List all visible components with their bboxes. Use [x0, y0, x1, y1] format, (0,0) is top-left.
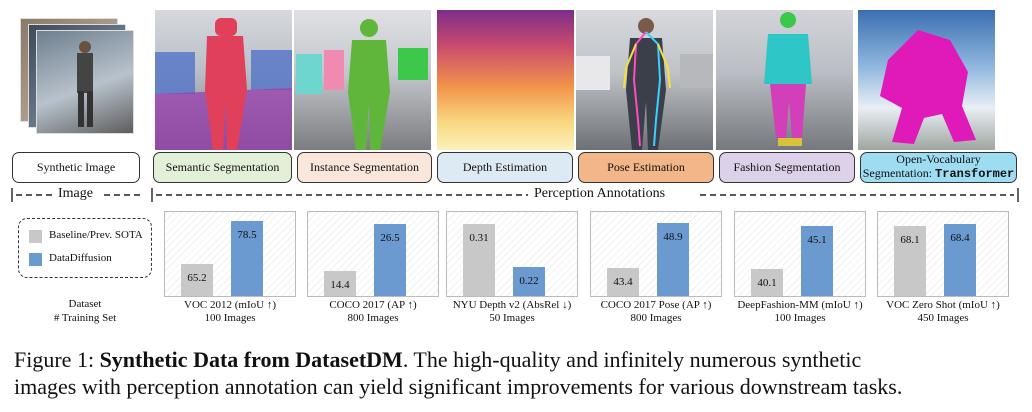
bar-datadiffusion [374, 223, 406, 296]
semantic-segmentation-image [155, 10, 292, 150]
task-label-instance-segmentation: Instance Segmentation [297, 152, 432, 183]
training-set-size: 100 Images [774, 312, 826, 324]
bar-value-label: 14.4 [330, 278, 350, 291]
dataset-label: Dataset [68, 298, 102, 310]
bar-datadiffusion [657, 223, 689, 296]
task-label-text: Pose Estimation [607, 159, 685, 174]
task-label-text: Depth Estimation [462, 159, 548, 174]
bar-value-label: 68.1 [900, 234, 920, 247]
pose-estimation-image [576, 10, 713, 150]
training-set-label: # Training Set [53, 312, 117, 324]
task-label-text: Open-Vocabulary [896, 152, 981, 167]
dataset-name: VOC 2012 (mIoU ↑) [184, 299, 276, 311]
legend-label-baseline: Baseline/Prev. SOTA [49, 229, 143, 241]
instance-segmentation-image [294, 10, 431, 150]
caption-text: . The high-quality and infinitely numero… [402, 347, 862, 372]
synthetic-image-stack [20, 18, 138, 136]
bar-baseline [894, 226, 926, 296]
section-image-label: Image [58, 186, 93, 201]
depth-estimation-image [437, 10, 574, 150]
training-set-size: 800 Images [630, 312, 682, 324]
fashion-segmentation-image [716, 10, 853, 150]
chart-dataset-label: COCO 2017 (AP ↑) 800 Images [293, 299, 453, 325]
chart-panel: 0.31 0.22 [446, 211, 578, 297]
bar-value-label: 43.4 [613, 276, 633, 289]
dataset-legend-labels: Dataset # Training Set [30, 297, 140, 325]
dataset-name: NYU Depth v2 (AbsRel ↓) [452, 299, 572, 311]
caption-prefix: Figure 1: [14, 347, 100, 372]
task-label-text: Synthetic Image [36, 159, 116, 174]
chart-panel: 65.2 78.5 [164, 211, 296, 297]
section-divider [11, 188, 1019, 202]
chart-dataset-label: VOC 2012 (mIoU ↑) 100 Images [150, 299, 310, 325]
bar-baseline [324, 270, 356, 296]
chart-panel: 14.4 26.5 [307, 211, 439, 297]
bar-baseline [607, 268, 639, 296]
dataset-name: VOC Zero Shot (mIoU ↑) [886, 299, 1000, 311]
chart-dataset-label: DeepFashion-MM (mIoU ↑) 100 Images [720, 299, 880, 325]
bar-datadiffusion [231, 221, 263, 296]
bar-value-label: 26.5 [380, 231, 400, 244]
task-label-fashion-segmentation: Fashion Segmentation [719, 152, 855, 183]
legend-label-datadiffusion: DataDiffusion [49, 252, 112, 264]
caption-text-line2: images with perception annotation can yi… [14, 374, 903, 399]
bar-baseline [181, 263, 213, 296]
caption-bold: Synthetic Data from DatasetDM [99, 347, 403, 372]
dataset-name: DeepFashion-MM (mIoU ↑) [737, 299, 863, 311]
bar-datadiffusion [944, 223, 976, 296]
chart-panel: 43.4 48.9 [590, 211, 722, 297]
bar-value-label: 68.4 [950, 231, 970, 244]
chart-panel: 40.1 45.1 [734, 211, 866, 297]
bar-value-label: 40.1 [757, 277, 777, 290]
training-set-size: 50 Images [489, 312, 535, 324]
section-perception-label: Perception Annotations [534, 186, 666, 201]
task-label-code: Transformer [935, 167, 1015, 181]
legend: Baseline/Prev. SOTA DataDiffusion [18, 218, 152, 278]
dataset-name: COCO 2017 Pose (AP ↑) [600, 299, 712, 311]
training-set-size: 800 Images [347, 312, 399, 324]
legend-swatch-datadiffusion [29, 253, 42, 266]
training-set-size: 100 Images [204, 312, 256, 324]
task-label-text: Instance Segmentation [310, 159, 419, 174]
chart-dataset-label: NYU Depth v2 (AbsRel ↓) 50 Images [432, 299, 592, 325]
bar-value-label: 0.31 [469, 232, 489, 245]
chart-panel: 68.1 68.4 [877, 211, 1009, 297]
bar-value-label: 78.5 [237, 229, 257, 242]
bar-baseline [463, 224, 495, 296]
bar-baseline [751, 269, 783, 296]
bar-datadiffusion [513, 267, 545, 296]
task-label-text: Semantic Segmentation [165, 159, 280, 174]
figure-caption: Figure 1: Synthetic Data from DatasetDM.… [14, 346, 1024, 400]
legend-swatch-baseline [29, 230, 42, 243]
person-figure-icon [77, 41, 93, 127]
task-label-synthetic-image: Synthetic Image [12, 152, 140, 183]
task-label-semantic-segmentation: Semantic Segmentation [153, 152, 292, 183]
task-label-pose-estimation: Pose Estimation [578, 152, 714, 183]
bar-value-label: 45.1 [807, 234, 827, 247]
bar-datadiffusion [801, 226, 833, 296]
chart-dataset-label: VOC Zero Shot (mIoU ↑) 450 Images [863, 299, 1023, 325]
task-label-text: Fashion Segmentation [733, 159, 841, 174]
dataset-name: COCO 2017 (AP ↑) [329, 299, 417, 311]
task-label-depth-estimation: Depth Estimation [437, 152, 573, 183]
stacked-image-card [36, 30, 134, 134]
task-label-text: Segmentation: [862, 166, 936, 180]
open-vocabulary-image [858, 10, 995, 150]
training-set-size: 450 Images [917, 312, 969, 324]
bar-value-label: 65.2 [187, 271, 207, 284]
bar-value-label: 48.9 [663, 231, 683, 244]
bar-value-label: 0.22 [519, 275, 539, 288]
chart-dataset-label: COCO 2017 Pose (AP ↑) 800 Images [576, 299, 736, 325]
task-label-open-vocabulary: Open-Vocabulary Segmentation: Transforme… [860, 152, 1017, 183]
